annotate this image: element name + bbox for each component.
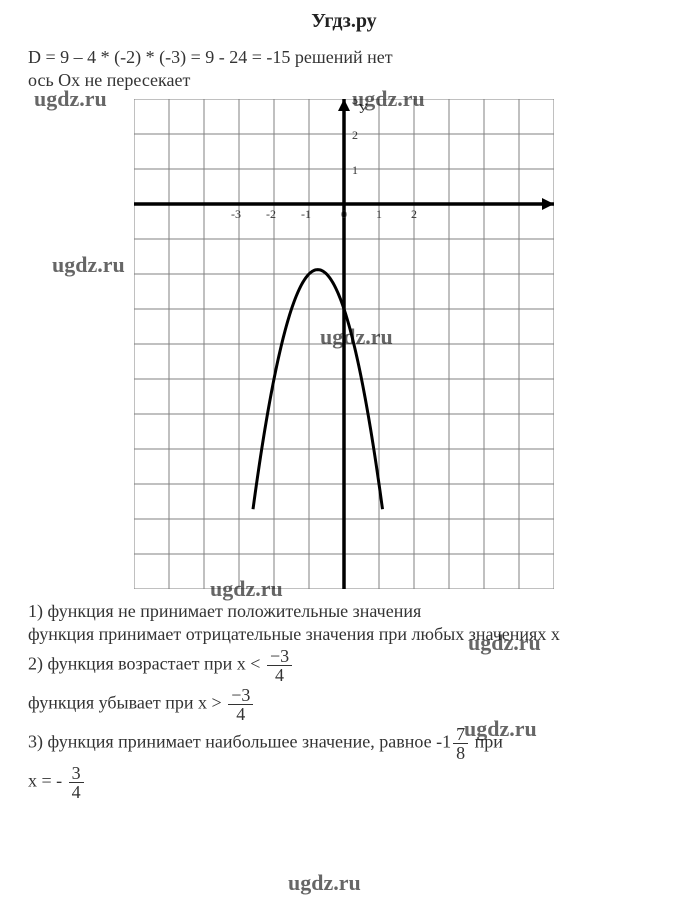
answer-3-line-2: x = - 3 4 <box>28 764 660 801</box>
fraction-numerator: −3 <box>228 686 253 705</box>
svg-text:1: 1 <box>376 207 382 221</box>
fraction-numerator: −3 <box>267 647 292 666</box>
svg-text:1: 1 <box>352 163 358 177</box>
page-title: Угдз.ру <box>28 10 660 33</box>
answer-2-line-1: 2) функция возрастает при x < −3 4 <box>28 647 660 684</box>
svg-text:0: 0 <box>341 207 347 221</box>
watermark: ugdz.ru <box>288 870 361 896</box>
svg-text:3: 3 <box>352 99 358 107</box>
equation-line-2: ось Ох не пересекает <box>28 70 660 91</box>
answer-3-suffix: при <box>475 732 503 752</box>
fraction: 3 4 <box>69 764 84 801</box>
answer-2b-prefix: функция убывает при x > <box>28 693 222 713</box>
svg-text:-2: -2 <box>266 207 276 221</box>
fraction: −3 4 <box>228 686 253 723</box>
answer-2-line-2: функция убывает при x > −3 4 <box>28 686 660 723</box>
fraction-denominator: 4 <box>69 783 84 801</box>
svg-text:-3: -3 <box>231 207 241 221</box>
svg-text:У: У <box>358 102 368 117</box>
fraction: −3 4 <box>267 647 292 684</box>
svg-text:-1: -1 <box>301 207 311 221</box>
function-graph: У 1 2 3 -3 -2 -1 0 1 2 <box>134 99 554 589</box>
answer-3-prefix: 3) функция принимает наибольшее значение… <box>28 732 451 752</box>
fraction-denominator: 4 <box>267 666 292 684</box>
answer-2-prefix: 2) функция возрастает при x < <box>28 654 260 674</box>
mixed-fraction: 7 8 <box>451 732 470 752</box>
answer-3b-prefix: x = - <box>28 771 62 791</box>
answer-1-line-1: 1) функция не принимает положительные зн… <box>28 601 660 622</box>
answer-3-line-1: 3) функция принимает наибольшее значение… <box>28 725 660 762</box>
fraction-denominator: 4 <box>228 705 253 723</box>
equation-line-1: D = 9 – 4 * (-2) * (-3) = 9 - 24 = -15 р… <box>28 47 660 68</box>
answer-1-line-2: функция принимает отрицательные значения… <box>28 624 660 645</box>
fraction-numerator: 3 <box>69 764 84 783</box>
fraction-numerator: 7 <box>453 725 468 744</box>
svg-text:2: 2 <box>352 128 358 142</box>
svg-text:2: 2 <box>411 207 417 221</box>
fraction-denominator: 8 <box>453 744 468 762</box>
